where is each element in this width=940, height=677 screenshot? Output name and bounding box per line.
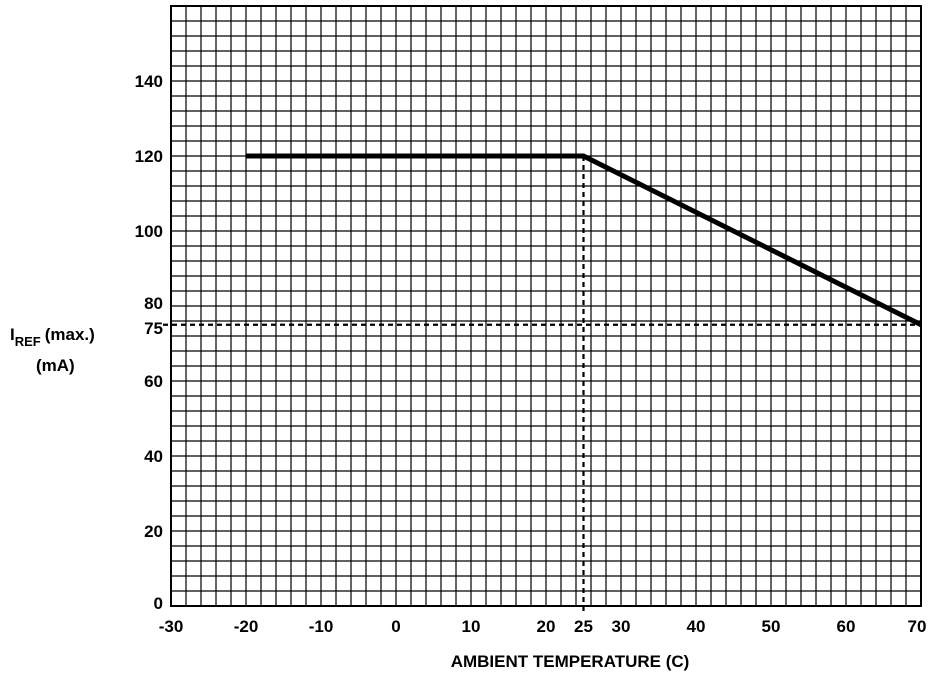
plot-frame (170, 5, 922, 607)
y-tick-label: 0 (154, 594, 163, 613)
series (246, 153, 923, 327)
y-tick-label: 100 (135, 222, 163, 241)
x-tick-label: 70 (908, 617, 927, 636)
y-tick-label: 140 (135, 72, 163, 91)
y-axis-title-suffix: (max.) (45, 325, 95, 344)
x-tick-labels: -30 -20 -10 0 10 20 25 30 40 50 60 70 (159, 617, 927, 636)
y-tick-label: 120 (135, 147, 163, 166)
x-tick-label: 0 (391, 617, 400, 636)
x-tick-label: 30 (612, 617, 631, 636)
x-tick-label: 20 (537, 617, 556, 636)
x-tick-label: 25 (574, 617, 593, 636)
y-axis-unit: (mA) (36, 356, 75, 375)
reference-lines (163, 156, 921, 614)
x-tick-label: 60 (837, 617, 856, 636)
y-tick-labels: 0 20 40 60 75 80 100 120 140 (135, 72, 163, 613)
x-tick-label: 10 (462, 617, 481, 636)
grid (171, 6, 921, 606)
y-tick-label: 60 (144, 372, 163, 391)
x-tick-label: 50 (762, 617, 781, 636)
y-axis-title: IREF (max.) (10, 325, 95, 349)
y-tick-label: 20 (144, 522, 163, 541)
x-tick-label: 40 (687, 617, 706, 636)
x-tick-label: -20 (234, 617, 259, 636)
y-tick-label: 40 (144, 447, 163, 466)
y-tick-label: 80 (144, 294, 163, 313)
y-axis-title-subscript: REF (15, 334, 41, 349)
x-tick-label: -10 (309, 617, 334, 636)
x-tick-label: -30 (159, 617, 184, 636)
y-tick-label: 75 (144, 319, 163, 338)
series-line (246, 153, 923, 327)
y-axis-title-main: I (10, 325, 15, 344)
x-axis-title: AMBIENT TEMPERATURE (C) (451, 652, 690, 671)
